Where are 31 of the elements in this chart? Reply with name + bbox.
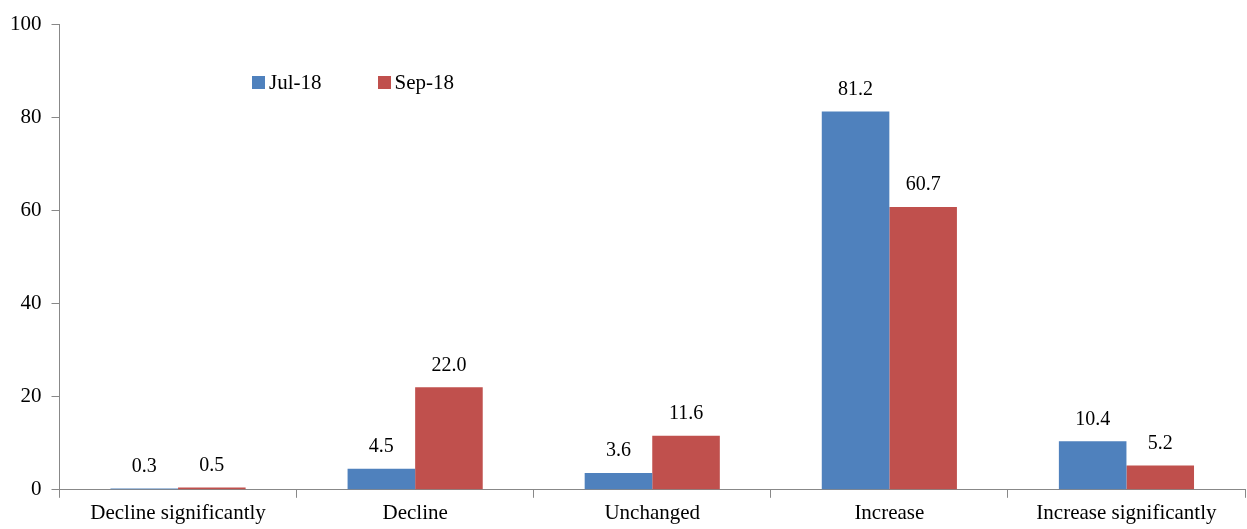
bar <box>415 387 483 490</box>
legend-label: Jul-18 <box>269 70 322 95</box>
bar <box>652 435 720 490</box>
data-label: 0.5 <box>199 452 225 475</box>
data-label: 11.6 <box>668 401 704 424</box>
y-tick-label: 20 <box>20 383 42 408</box>
data-label: 4.5 <box>368 434 394 457</box>
bar <box>889 207 957 490</box>
bar <box>821 111 890 490</box>
data-label: 81.2 <box>838 76 874 99</box>
data-label: 10.4 <box>1075 406 1111 429</box>
y-tick-label: 80 <box>20 103 42 128</box>
x-tick-label: Increase <box>854 499 925 524</box>
bar <box>347 468 416 490</box>
x-tick-label: Unchanged <box>604 499 701 524</box>
bar <box>1126 465 1195 490</box>
bar <box>584 473 653 490</box>
y-tick-label: 60 <box>20 196 42 221</box>
legend-label: Sep-18 <box>394 70 454 95</box>
y-tick-label: 100 <box>10 10 42 35</box>
x-tick-label: Decline significantly <box>90 499 267 524</box>
data-label: 0.3 <box>131 453 157 476</box>
y-tick-label: 0 <box>31 476 42 501</box>
data-label: 5.2 <box>1147 430 1173 453</box>
y-tick-label: 40 <box>20 290 42 314</box>
x-tick-label: Increase significantly <box>1036 499 1218 524</box>
data-label: 60.7 <box>905 172 941 195</box>
x-tick-label: Decline <box>382 499 448 524</box>
data-label: 3.6 <box>605 438 631 461</box>
bar <box>1058 441 1127 490</box>
data-label: 22.0 <box>431 352 467 375</box>
